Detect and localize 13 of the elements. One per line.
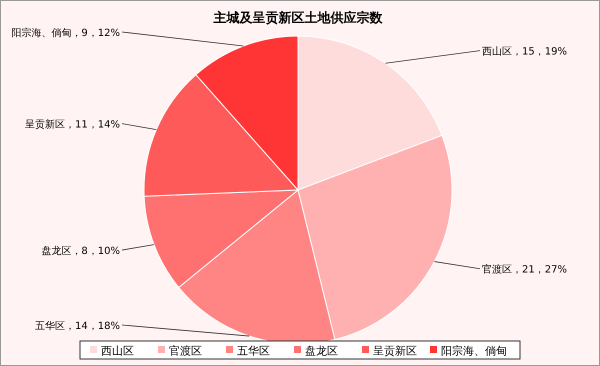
data-label: 呈贡新区，11，14%	[25, 118, 120, 131]
data-label: 阳宗海、倘甸，9，12%	[11, 27, 120, 39]
legend-label: 西山区	[101, 344, 134, 358]
data-label: 五华区，14，18%	[35, 320, 120, 332]
legend-label: 阳宗海、倘甸	[441, 344, 507, 358]
chart-title: 主城及呈贡新区土地供应宗数	[212, 10, 384, 26]
legend-label: 呈贡新区	[373, 344, 417, 358]
legend-label: 官渡区	[169, 344, 202, 358]
legend-label: 盘龙区	[305, 344, 338, 358]
data-label: 盘龙区，8，10%	[41, 245, 120, 258]
legend-label: 五华区	[237, 344, 270, 358]
data-label: 官渡区，21，27%	[482, 264, 567, 276]
data-label: 西山区，15，19%	[482, 46, 567, 58]
